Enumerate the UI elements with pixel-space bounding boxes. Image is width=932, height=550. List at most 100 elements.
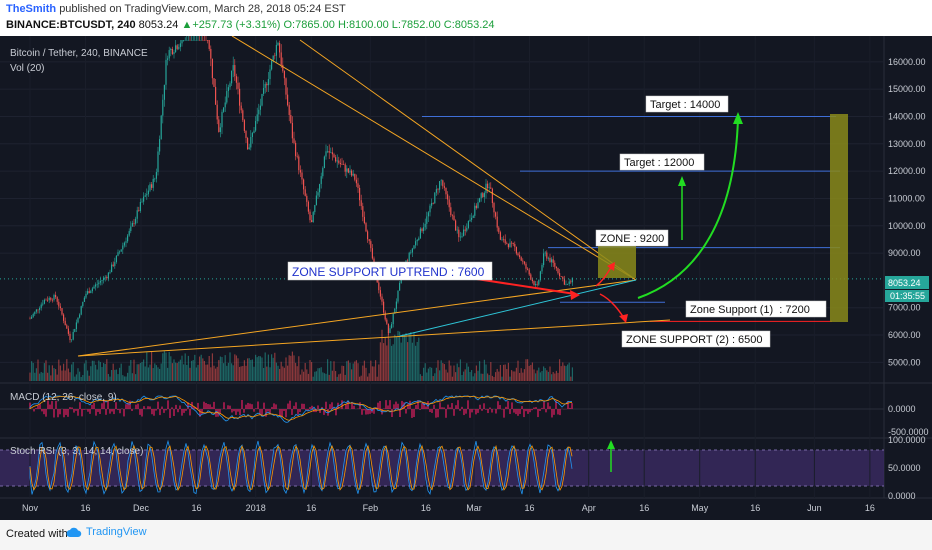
volume-bar xyxy=(224,355,226,381)
support-uptrend-arrow[interactable] xyxy=(469,277,576,295)
candle-body xyxy=(47,299,49,301)
zone-support-1-label[interactable]: Zone Support (1) : 7200 xyxy=(690,304,810,316)
candle-body xyxy=(432,203,434,204)
candle-body xyxy=(399,283,401,291)
macd-histogram-bar xyxy=(407,404,409,409)
target-curve-arrow[interactable] xyxy=(637,117,739,299)
macd-histogram-bar xyxy=(545,409,547,413)
candle-body xyxy=(445,187,447,195)
candle-body xyxy=(306,195,308,202)
macd-histogram-bar xyxy=(353,405,355,409)
volume-bar xyxy=(354,361,356,381)
macd-histogram-bar xyxy=(531,409,533,411)
volume-bar xyxy=(141,361,143,381)
candle-body xyxy=(104,277,106,278)
volume-bar xyxy=(221,357,223,381)
candle-body xyxy=(319,184,321,193)
candle-body xyxy=(563,279,565,285)
candle-body xyxy=(315,195,317,206)
trendline-base[interactable] xyxy=(77,279,637,357)
volume-bar xyxy=(418,337,420,381)
volume-bar xyxy=(397,330,399,381)
volume-bar xyxy=(151,351,153,381)
volume-bar xyxy=(429,366,431,381)
volume-bar xyxy=(552,372,554,381)
candle-body xyxy=(155,172,157,179)
countdown-tag-box xyxy=(885,290,929,302)
macd-histogram-bar xyxy=(435,409,437,418)
volume-bar xyxy=(440,360,442,381)
macd-histogram-bar xyxy=(449,407,451,409)
candle-body xyxy=(167,58,169,60)
volume-bar xyxy=(88,375,90,381)
support-uptrend-box xyxy=(287,261,493,281)
volume-bar xyxy=(541,371,543,381)
volume-bar xyxy=(48,365,50,381)
trendline-upper-1[interactable] xyxy=(231,35,637,281)
volume-bar xyxy=(229,352,231,381)
volume-bar xyxy=(184,353,186,381)
volume-bar xyxy=(240,366,242,381)
trendline-uptrend[interactable] xyxy=(399,279,637,337)
volume-bar xyxy=(343,366,345,381)
volume-bar xyxy=(442,363,444,381)
macd-histogram-bar xyxy=(149,406,151,409)
candle-body xyxy=(498,227,500,233)
macd-histogram-bar xyxy=(169,409,171,418)
up-arrow-icon: ▲ xyxy=(181,19,193,31)
macd-histogram-bar xyxy=(363,409,365,411)
macd-histogram-bar xyxy=(69,407,71,409)
time-axis[interactable]: Nov 16 Dec 16 2018 16 Feb 16 Mar 16 Apr 16 May 16 Jun 1… xyxy=(22,503,875,513)
macd-histogram-bar xyxy=(253,409,255,412)
target-range-box[interactable] xyxy=(830,114,848,322)
support-uptrend-label[interactable]: ZONE SUPPORT UPTREND : 7600 xyxy=(292,265,485,279)
volume-bar xyxy=(218,360,220,381)
volume-bar xyxy=(234,354,236,381)
candle-body xyxy=(531,279,533,282)
trendline-upper-2[interactable] xyxy=(299,39,637,281)
candle-body xyxy=(504,239,506,244)
zone-support-2-label[interactable]: ZONE SUPPORT (2) : 6500 xyxy=(626,334,763,346)
chart-canvas[interactable]: Target : 14000 Target : 12000 ZONE : 920… xyxy=(0,0,932,520)
macd-histogram-bar xyxy=(219,409,221,414)
tradingview-brand[interactable]: TradingView xyxy=(66,526,147,538)
volume-bar xyxy=(35,368,37,381)
volume-bar xyxy=(143,359,145,381)
volume-bar xyxy=(63,363,65,381)
candle-body xyxy=(186,40,188,41)
volume-bar xyxy=(56,374,58,381)
price-axis[interactable]: 16000.00 15000.00 14000.00 13000.00 12000.00… xyxy=(888,57,926,367)
volume-bar xyxy=(103,362,105,381)
volume-bar xyxy=(519,372,521,381)
trendline-base-low[interactable] xyxy=(77,319,671,357)
volume-bar xyxy=(127,372,129,381)
volume-bar xyxy=(415,345,417,381)
zone-9200-label[interactable]: ZONE : 9200 xyxy=(600,233,664,245)
macd-histogram-bar xyxy=(231,409,233,413)
candle-body xyxy=(503,239,505,240)
author-link[interactable]: TheSmith xyxy=(6,3,57,15)
candle-body xyxy=(483,192,485,198)
support-down-arrow[interactable] xyxy=(599,293,625,319)
candle-body xyxy=(107,272,109,279)
candle-body xyxy=(58,301,60,307)
chart-area[interactable]: Target : 14000 Target : 12000 ZONE : 920… xyxy=(0,0,932,520)
volume-bar xyxy=(413,332,415,381)
target-14000-label[interactable]: Target : 14000 xyxy=(650,99,720,111)
candle-body xyxy=(205,40,207,41)
zone-box-9200[interactable] xyxy=(598,246,636,278)
macd-histogram-bar xyxy=(163,409,165,413)
macd-histogram-bar xyxy=(29,402,31,409)
macd-histogram-bar xyxy=(299,409,301,412)
candle-body xyxy=(322,168,324,177)
volume-bar xyxy=(514,371,516,381)
macd-histogram-bar xyxy=(377,402,379,409)
target-12000-label[interactable]: Target : 12000 xyxy=(624,157,694,169)
macd-histogram-bar xyxy=(157,401,159,409)
candle-body xyxy=(386,319,388,324)
volume-bar xyxy=(367,376,369,381)
candle-body xyxy=(413,245,415,249)
candle-body xyxy=(458,229,460,238)
volume-bar xyxy=(227,362,229,381)
macd-histogram-bar xyxy=(571,403,573,409)
